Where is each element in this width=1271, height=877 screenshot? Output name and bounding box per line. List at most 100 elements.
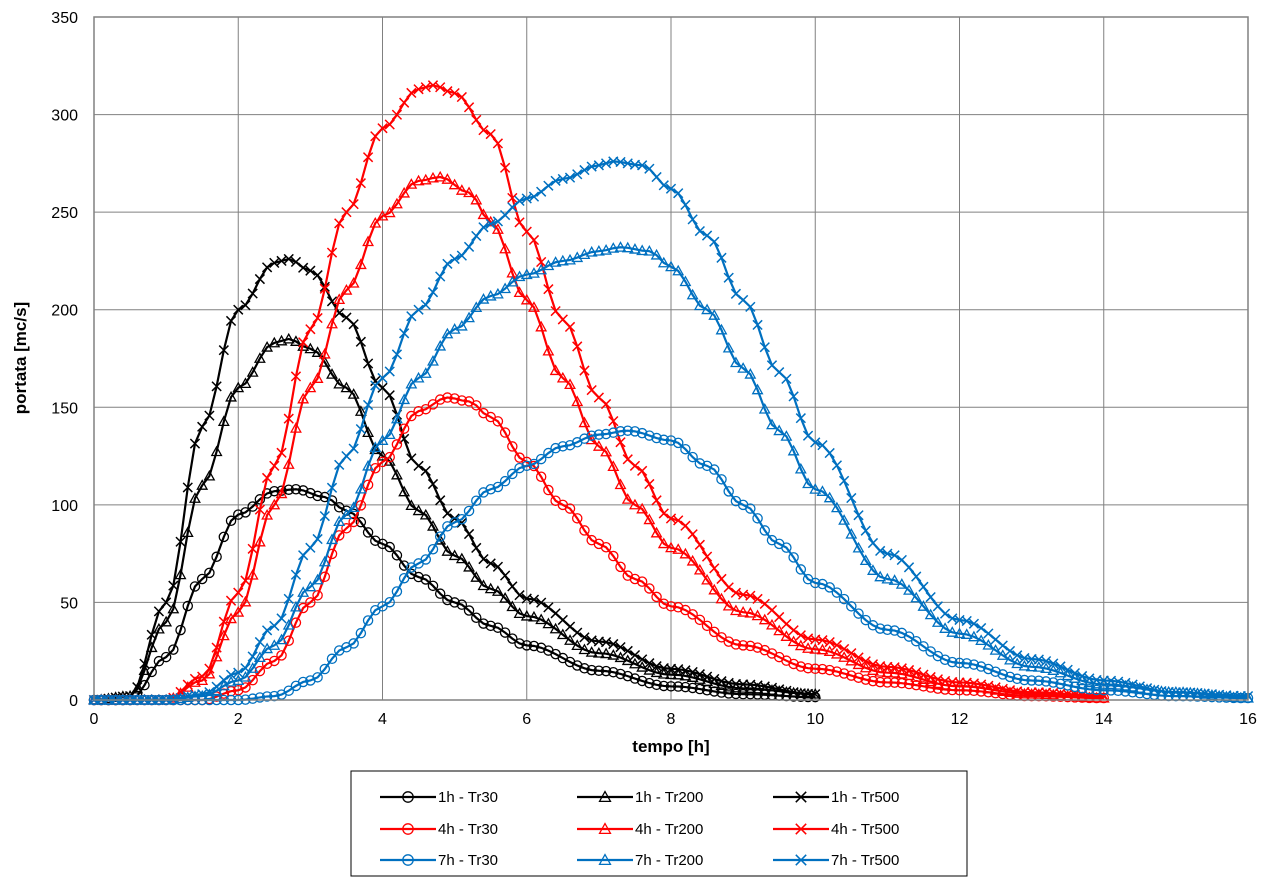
- data-point: [1033, 675, 1045, 686]
- legend-marker-circle-icon: [402, 823, 414, 835]
- data-point: [312, 490, 323, 502]
- data-point: [347, 388, 360, 399]
- data-point: [600, 445, 613, 457]
- data-point: [297, 586, 310, 597]
- data-point: [347, 276, 360, 288]
- data-point: [290, 600, 302, 612]
- data-point: [225, 669, 237, 680]
- data-point: [745, 590, 756, 601]
- data-point: [297, 392, 310, 404]
- data-point: [449, 253, 460, 265]
- data-point: [759, 342, 770, 353]
- data-point: [600, 428, 612, 440]
- data-point: [657, 537, 670, 549]
- data-point: [650, 526, 663, 538]
- data-point: [254, 692, 266, 703]
- data-point: [398, 423, 410, 434]
- data-point: [282, 332, 295, 344]
- data-point: [1227, 691, 1240, 703]
- data-point: [780, 430, 793, 441]
- data-point: [355, 516, 367, 528]
- legend-label: 7h - Tr500: [831, 852, 899, 869]
- data-point: [838, 514, 851, 525]
- data-point: [651, 495, 662, 506]
- data-point: [579, 525, 590, 536]
- data-point: [615, 426, 626, 437]
- plot-area-border: [93, 16, 1249, 701]
- data-point: [961, 658, 972, 669]
- data-point: [918, 669, 929, 680]
- data-point: [419, 367, 432, 378]
- series-7h-tr500: [88, 156, 1254, 706]
- data-point: [513, 286, 526, 298]
- data-point: [463, 605, 475, 616]
- data-point: [326, 495, 338, 506]
- data-point: [485, 218, 496, 229]
- legend-item: 4h - Tr200: [577, 821, 703, 838]
- data-point: [427, 354, 439, 366]
- data-point: [651, 171, 662, 183]
- data-point: [405, 499, 418, 511]
- data-point: [491, 287, 504, 299]
- data-point: [665, 668, 677, 680]
- data-point: [543, 602, 554, 613]
- data-point: [608, 415, 619, 427]
- data-point: [737, 688, 749, 700]
- data-point: [722, 341, 735, 353]
- legend-item: 1h - Tr30: [380, 789, 498, 806]
- data-point: [585, 245, 598, 257]
- data-point: [752, 642, 763, 653]
- data-point: [990, 666, 1001, 677]
- data-point: [276, 650, 287, 661]
- data-point: [210, 445, 223, 457]
- data-point: [622, 670, 633, 682]
- data-point: [181, 526, 194, 538]
- data-point: [1091, 684, 1102, 696]
- data-point: [708, 583, 721, 595]
- data-point: [701, 230, 713, 241]
- data-point: [802, 642, 814, 653]
- data-point: [622, 645, 633, 657]
- data-point: [787, 444, 800, 456]
- data-point: [319, 571, 331, 583]
- data-point: [225, 315, 237, 327]
- data-point: [218, 531, 230, 543]
- data-point: [614, 651, 627, 663]
- data-point: [1084, 684, 1095, 695]
- data-point: [449, 597, 460, 608]
- data-point: [758, 613, 771, 625]
- data-point: [758, 402, 771, 414]
- data-point: [204, 410, 215, 421]
- data-point: [715, 323, 728, 335]
- y-tick-label: 350: [51, 10, 78, 27]
- data-point: [823, 491, 836, 503]
- data-point: [593, 429, 605, 440]
- x-axis-title: tempo [h]: [632, 737, 709, 756]
- data-point: [326, 533, 338, 545]
- data-point: [391, 349, 403, 360]
- data-point: [254, 636, 266, 648]
- data-point: [528, 234, 540, 246]
- data-point: [312, 312, 323, 324]
- data-point: [846, 670, 857, 681]
- data-point: [644, 583, 655, 594]
- data-point: [686, 288, 699, 300]
- data-point: [1076, 682, 1088, 694]
- data-point: [427, 580, 439, 592]
- data-point: [305, 487, 316, 499]
- data-point: [651, 591, 662, 603]
- data-point: [442, 258, 453, 269]
- data-point: [499, 427, 511, 438]
- data-point: [535, 320, 548, 332]
- data-point: [794, 639, 807, 651]
- data-point: [679, 547, 692, 559]
- data-point: [701, 671, 713, 682]
- data-point: [340, 284, 353, 295]
- data-point: [1055, 661, 1066, 672]
- data-point: [304, 342, 317, 354]
- data-point: [874, 623, 886, 634]
- x-tick-label: 4: [378, 711, 387, 728]
- data-point: [852, 658, 865, 670]
- data-point: [744, 606, 757, 618]
